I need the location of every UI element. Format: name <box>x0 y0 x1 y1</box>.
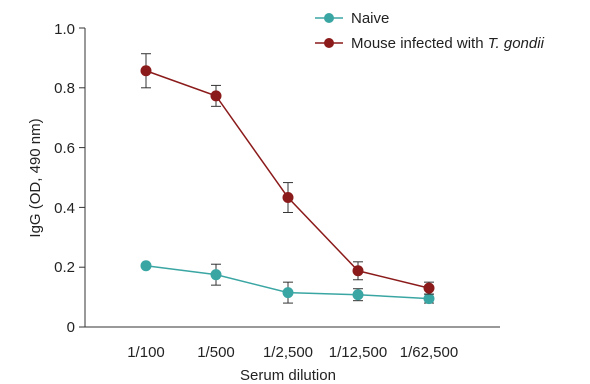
data-point-naive <box>282 287 294 299</box>
y-axis-title: IgG (OD, 490 nm) <box>27 118 44 237</box>
legend-label-infected: Mouse infected with T. gondii <box>351 35 545 52</box>
data-point-infected <box>423 282 435 294</box>
y-tick-label: 0.4 <box>54 200 75 217</box>
data-point-infected <box>352 265 364 277</box>
x-axis-title: Serum dilution <box>240 367 336 384</box>
legend: Naive Mouse infected with T. gondii <box>315 10 545 52</box>
data-point-naive <box>352 289 364 301</box>
legend-marker-infected <box>324 38 334 48</box>
y-tick-label: 0.8 <box>54 80 75 97</box>
data-point-naive <box>423 293 435 305</box>
x-tick-label: 1/500 <box>197 344 235 361</box>
legend-label-infected-plain: Mouse infected with <box>351 35 488 52</box>
data-point-infected <box>210 90 222 102</box>
x-tick-label: 1/100 <box>127 344 165 361</box>
y-tick-label: 0 <box>67 319 75 336</box>
data-point-naive <box>210 269 222 281</box>
legend-marker-naive <box>324 13 334 23</box>
data-point-naive <box>140 260 152 272</box>
series-line-infected <box>145 70 430 289</box>
legend-label-infected-italic: T. gondii <box>488 35 545 52</box>
x-tick-label: 1/62,500 <box>400 344 458 361</box>
data-point-infected <box>282 192 294 204</box>
y-tick-label: 1.0 <box>54 21 75 38</box>
y-tick-label: 0.6 <box>54 140 75 157</box>
x-tick-label: 1/12,500 <box>329 344 387 361</box>
data-point-infected <box>140 65 152 77</box>
plot-area <box>140 53 435 305</box>
y-tick-label: 0.2 <box>54 259 75 276</box>
x-tick-label: 1/2,500 <box>263 344 313 361</box>
legend-label-naive: Naive <box>351 10 389 27</box>
